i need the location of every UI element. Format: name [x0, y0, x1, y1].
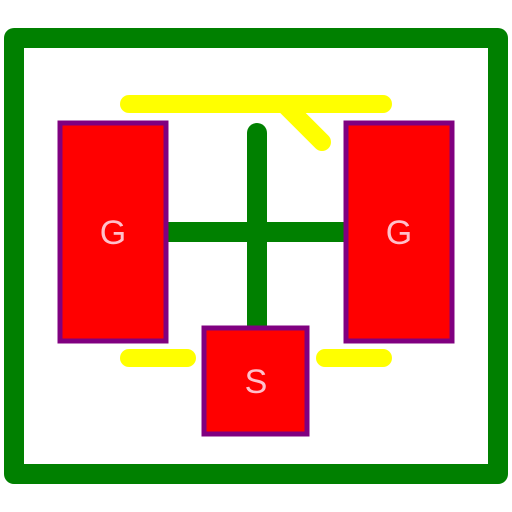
board-outline	[4, 28, 508, 484]
pad-left: G	[57, 120, 169, 344]
pad-right-label: G	[386, 214, 412, 252]
pad-left-label: G	[100, 214, 126, 252]
pad-left-body	[57, 120, 169, 344]
pad-bottom: S	[201, 325, 310, 437]
pad-bottom-label: S	[245, 363, 268, 401]
pad-right: G	[343, 120, 455, 344]
pad-right-body	[343, 120, 455, 344]
pad-bottom-body	[201, 325, 310, 437]
traces	[166, 123, 346, 340]
silkscreen	[120, 95, 392, 367]
silkscreen-top-tick	[275, 95, 331, 151]
